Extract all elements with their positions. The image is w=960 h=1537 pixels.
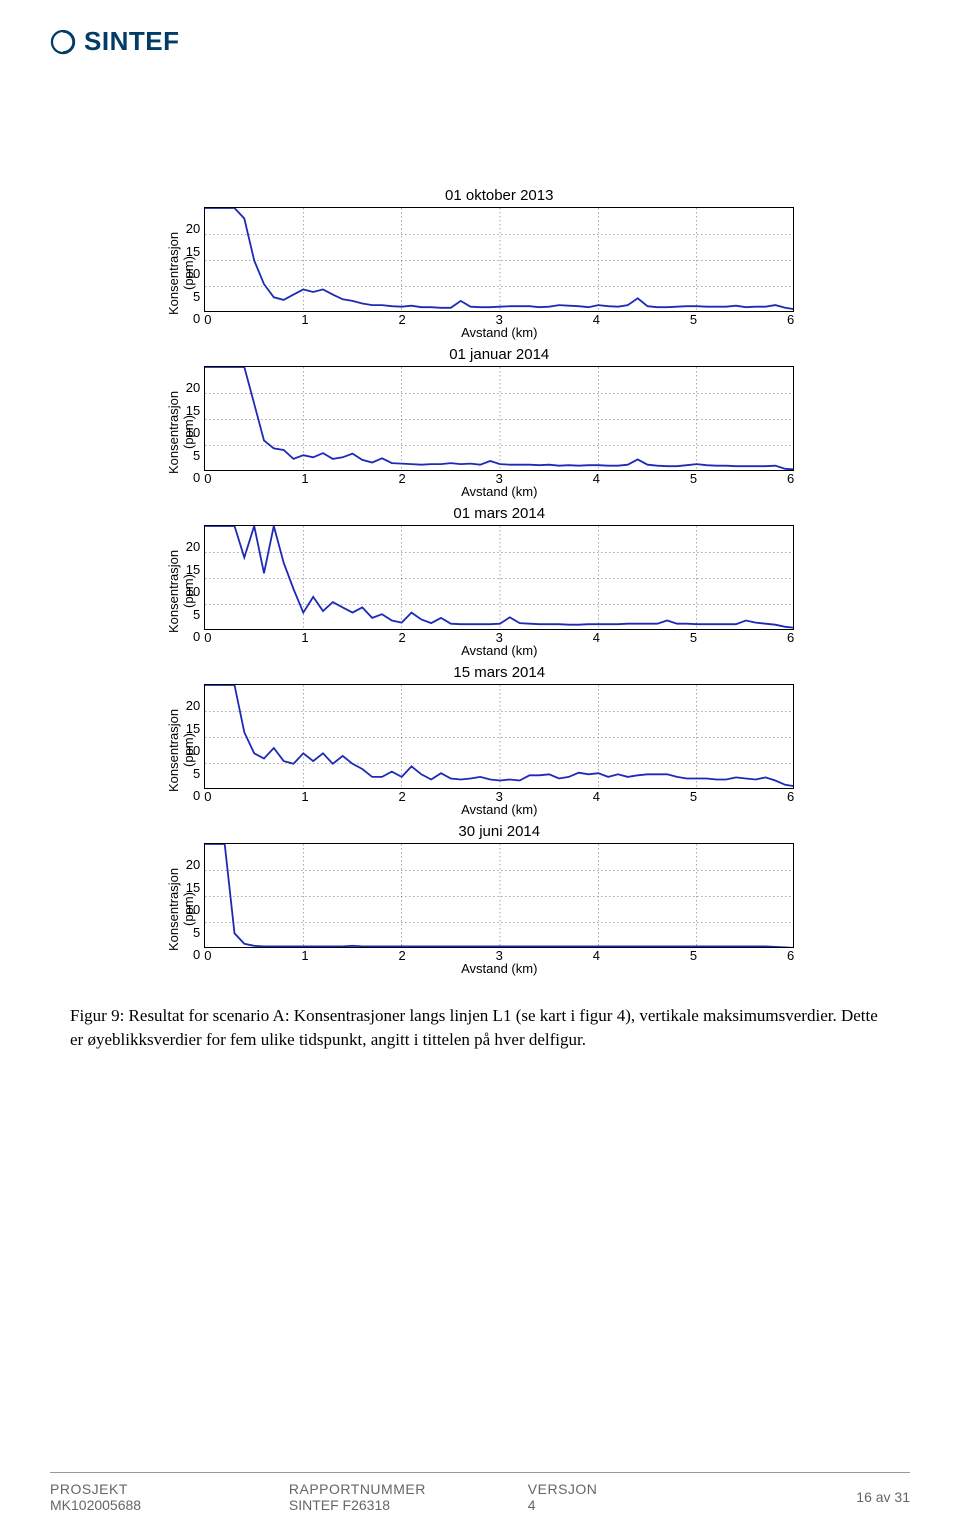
x-axis-label: Avstand (km) bbox=[204, 961, 794, 976]
chart-panel: Konsentrasjon (ppm)2015105030 juni 20140… bbox=[140, 823, 820, 976]
plot-row: Konsentrasjon (ppm)2015105001 oktober 20… bbox=[166, 207, 794, 340]
footer-val-report: SINTEF F26318 bbox=[289, 1497, 528, 1513]
plot-svg bbox=[205, 526, 794, 630]
footer-label-report: RAPPORTNUMMER bbox=[289, 1481, 528, 1497]
y-tick: 5 bbox=[193, 766, 200, 781]
y-tick: 0 bbox=[193, 470, 200, 485]
plot-area bbox=[204, 207, 794, 312]
footer-page-number: 16 av 31 bbox=[767, 1481, 910, 1513]
footer-label-version: VERSJON bbox=[528, 1481, 767, 1497]
plot-row: Konsentrasjon (ppm)2015105001 januar 201… bbox=[166, 366, 794, 499]
series-line bbox=[205, 526, 794, 628]
plot-area bbox=[204, 843, 794, 948]
footer-val-project: MK102005688 bbox=[50, 1497, 289, 1513]
y-axis-label: Konsentrasjon (ppm) bbox=[166, 698, 184, 803]
y-tick: 20 bbox=[186, 857, 200, 872]
plot-svg bbox=[205, 844, 794, 948]
brand-header: SINTEF bbox=[50, 26, 910, 57]
chart-panel: Konsentrasjon (ppm)2015105015 mars 20140… bbox=[140, 664, 820, 817]
x-axis-label: Avstand (km) bbox=[204, 484, 794, 499]
figure-caption: Figur 9: Resultat for scenario A: Konsen… bbox=[50, 1004, 910, 1052]
plot-row: Konsentrasjon (ppm)2015105015 mars 20140… bbox=[166, 684, 794, 817]
page-number-text: 16 av 31 bbox=[856, 1489, 910, 1505]
panel-title: 30 juni 2014 bbox=[458, 823, 540, 840]
x-axis-label: Avstand (km) bbox=[204, 325, 794, 340]
chart-panel: Konsentrasjon (ppm)2015105001 januar 201… bbox=[140, 346, 820, 499]
y-tick: 5 bbox=[193, 448, 200, 463]
y-axis-label: Konsentrasjon (ppm) bbox=[166, 221, 184, 326]
y-axis-label: Konsentrasjon (ppm) bbox=[166, 539, 184, 644]
y-tick: 0 bbox=[193, 311, 200, 326]
footer-label-project: PROSJEKT bbox=[50, 1481, 289, 1497]
x-axis-label: Avstand (km) bbox=[204, 802, 794, 817]
footer-col-project: PROSJEKT MK102005688 bbox=[50, 1481, 289, 1513]
plot-area bbox=[204, 366, 794, 471]
series-line bbox=[205, 685, 794, 786]
series-line bbox=[205, 844, 794, 948]
y-tick: 0 bbox=[193, 947, 200, 962]
y-axis-label: Konsentrasjon (ppm) bbox=[166, 857, 184, 962]
panel-title: 01 januar 2014 bbox=[449, 346, 549, 363]
y-tick: 20 bbox=[186, 539, 200, 554]
chart-panels-container: Konsentrasjon (ppm)2015105001 oktober 20… bbox=[140, 207, 820, 976]
footer-col-version: VERSJON 4 bbox=[528, 1481, 767, 1513]
series-line bbox=[205, 367, 794, 469]
page-footer: PROSJEKT MK102005688 RAPPORTNUMMER SINTE… bbox=[50, 1472, 910, 1513]
y-tick: 20 bbox=[186, 221, 200, 236]
plot-column: 01 januar 20140123456Avstand (km) bbox=[204, 366, 794, 499]
plot-svg bbox=[205, 367, 794, 471]
panel-title: 01 oktober 2013 bbox=[445, 187, 553, 204]
y-tick: 0 bbox=[193, 629, 200, 644]
panel-title: 01 mars 2014 bbox=[453, 505, 545, 522]
plot-column: 01 oktober 20130123456Avstand (km) bbox=[204, 207, 794, 340]
chart-panel: Konsentrasjon (ppm)2015105001 oktober 20… bbox=[140, 207, 820, 340]
plot-svg bbox=[205, 208, 794, 312]
y-tick: 5 bbox=[193, 289, 200, 304]
plot-column: 30 juni 20140123456Avstand (km) bbox=[204, 843, 794, 976]
brand-name: SINTEF bbox=[84, 26, 179, 57]
y-tick: 5 bbox=[193, 925, 200, 940]
plot-svg bbox=[205, 685, 794, 789]
y-tick: 0 bbox=[193, 788, 200, 803]
plot-row: Konsentrasjon (ppm)2015105001 mars 20140… bbox=[166, 525, 794, 658]
series-line bbox=[205, 208, 794, 309]
panel-title: 15 mars 2014 bbox=[453, 664, 545, 681]
sintef-logo-icon bbox=[50, 29, 76, 55]
y-tick: 20 bbox=[186, 380, 200, 395]
footer-col-report: RAPPORTNUMMER SINTEF F26318 bbox=[289, 1481, 528, 1513]
y-tick: 20 bbox=[186, 698, 200, 713]
plot-column: 15 mars 20140123456Avstand (km) bbox=[204, 684, 794, 817]
plot-column: 01 mars 20140123456Avstand (km) bbox=[204, 525, 794, 658]
y-tick: 5 bbox=[193, 607, 200, 622]
plot-area bbox=[204, 525, 794, 630]
chart-panel: Konsentrasjon (ppm)2015105001 mars 20140… bbox=[140, 505, 820, 658]
plot-area bbox=[204, 684, 794, 789]
x-axis-label: Avstand (km) bbox=[204, 643, 794, 658]
footer-val-version: 4 bbox=[528, 1497, 767, 1513]
y-axis-label: Konsentrasjon (ppm) bbox=[166, 380, 184, 485]
plot-row: Konsentrasjon (ppm)2015105030 juni 20140… bbox=[166, 843, 794, 976]
page-root: SINTEF Konsentrasjon (ppm)2015105001 okt… bbox=[0, 0, 960, 1537]
